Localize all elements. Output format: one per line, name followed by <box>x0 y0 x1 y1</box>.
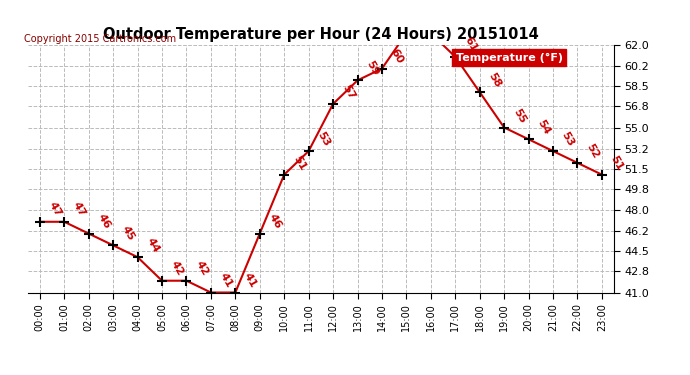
Text: 53: 53 <box>560 130 576 148</box>
Text: 53: 53 <box>315 130 332 148</box>
Text: 52: 52 <box>584 142 601 160</box>
Text: 60: 60 <box>389 47 405 66</box>
Text: 61: 61 <box>462 36 479 54</box>
Text: 46: 46 <box>267 212 283 231</box>
Text: 63: 63 <box>0 374 1 375</box>
Text: 55: 55 <box>511 106 527 125</box>
Text: 63: 63 <box>0 374 1 375</box>
Text: 41: 41 <box>242 271 259 290</box>
Text: 54: 54 <box>535 118 552 136</box>
Title: Outdoor Temperature per Hour (24 Hours) 20151014: Outdoor Temperature per Hour (24 Hours) … <box>103 27 539 42</box>
Text: 57: 57 <box>340 83 356 101</box>
Text: 58: 58 <box>486 71 503 89</box>
Text: 47: 47 <box>71 201 88 219</box>
Text: 44: 44 <box>144 236 161 254</box>
Text: 51: 51 <box>291 153 308 172</box>
Text: 47: 47 <box>47 201 63 219</box>
Text: 42: 42 <box>193 260 210 278</box>
Text: 41: 41 <box>218 271 235 290</box>
Text: 42: 42 <box>169 260 186 278</box>
Text: 45: 45 <box>120 224 137 243</box>
Text: Temperature (°F): Temperature (°F) <box>455 53 563 63</box>
Text: 46: 46 <box>96 212 112 231</box>
Text: Copyright 2015 Cartronics.com: Copyright 2015 Cartronics.com <box>24 34 176 44</box>
Text: 51: 51 <box>609 153 625 172</box>
Text: 59: 59 <box>364 59 381 78</box>
